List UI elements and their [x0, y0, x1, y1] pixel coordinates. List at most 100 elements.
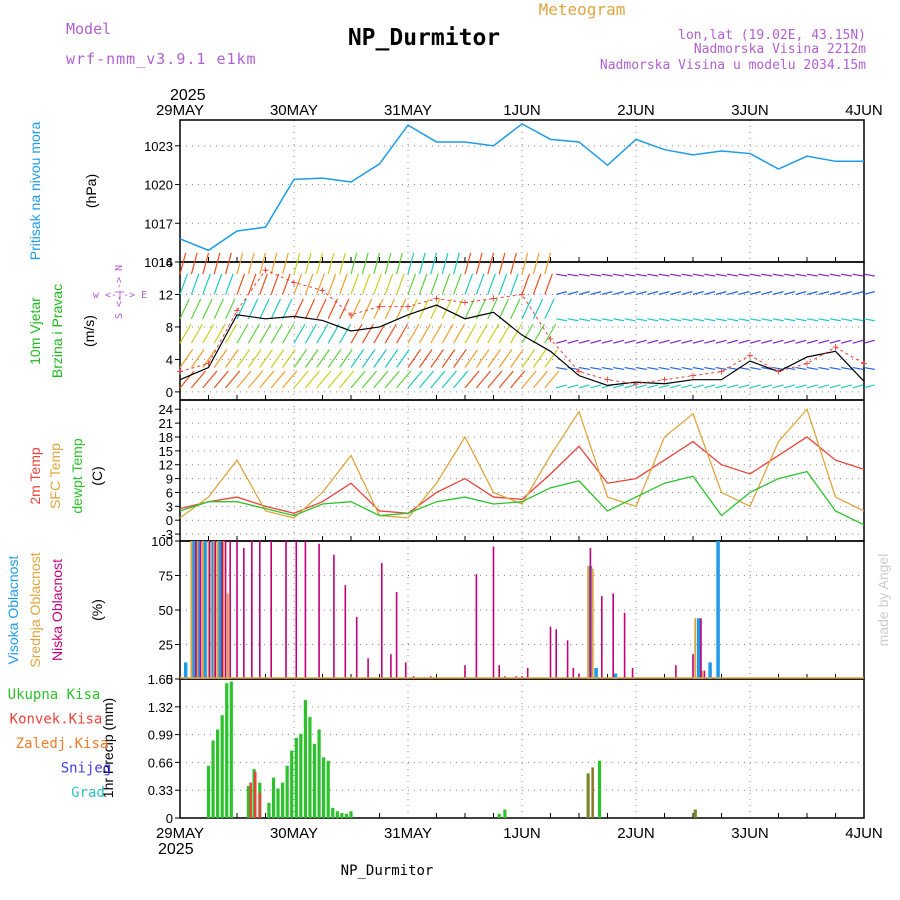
compass-label-v: S <-|-> N [114, 265, 125, 319]
year-bottom: 2025 [158, 841, 194, 858]
wind-arrow [384, 298, 396, 320]
wind-arrow [556, 318, 568, 322]
wind-arrow [556, 273, 568, 277]
cloud-bar [716, 541, 720, 679]
wind-arrow [704, 318, 716, 322]
wind-arrow [396, 370, 412, 389]
wind-arrow [441, 349, 456, 368]
precip-bar [693, 809, 697, 818]
wind-arrow [487, 252, 495, 275]
cloud-bar [190, 541, 193, 679]
wind-arrow [635, 384, 647, 389]
wind-arrow [613, 318, 625, 322]
cloud-bar [696, 618, 701, 679]
precip-bar [206, 765, 211, 818]
wind-arrow [247, 298, 259, 320]
wind-arrow [270, 273, 280, 295]
precip-bar [216, 729, 220, 818]
wind-arrow [259, 252, 267, 275]
wind-arrow [521, 370, 537, 389]
wind-arrow [213, 349, 228, 368]
wind-arrow [282, 298, 293, 320]
cloud-bar [612, 593, 614, 679]
cloud-bar [236, 541, 238, 679]
wind-gust-point: + [404, 300, 411, 314]
wind-gust-point: + [319, 283, 326, 297]
wind-arrow [772, 384, 784, 389]
cloud-bar [214, 541, 217, 679]
wind-arrow [670, 384, 681, 389]
precip-bar [586, 774, 590, 818]
ytick-label: 0.33 [148, 783, 173, 798]
wind-arrow [863, 366, 875, 371]
wind-arrow [590, 291, 602, 296]
cloud-bar [631, 667, 634, 679]
wind-gust-point: + [661, 373, 668, 387]
wind-arrow [350, 349, 365, 368]
wind-arrow [373, 273, 382, 295]
cloud-bar [578, 673, 580, 679]
temperature-line-1 [179, 407, 865, 519]
wind-arrow [624, 384, 636, 389]
wind-arrow [475, 273, 485, 295]
wind-arrow [453, 323, 466, 344]
wind-arrow [624, 291, 636, 296]
wind-arrow [418, 273, 428, 295]
cloud-bar [526, 667, 529, 679]
precip-legend-4: Grad [71, 785, 105, 801]
precip-legend-1: Konvek.Kisa [10, 712, 103, 728]
wind-axis-label-2: Brzina i Pravac [49, 284, 65, 378]
wind-arrow [510, 252, 517, 275]
wind-arrow [487, 370, 503, 389]
wind-arrow [464, 349, 479, 368]
wind-arrow [441, 252, 449, 275]
precip-bar [312, 743, 317, 818]
sfc-temp-axis-label: SFC Temp [47, 443, 63, 509]
wind-arrow [430, 370, 446, 389]
wind-gust-point: + [832, 340, 839, 354]
cloud-bar [694, 618, 697, 679]
wind-arrow [487, 273, 496, 295]
wind-arrow [441, 298, 453, 320]
wind-arrow [190, 349, 205, 368]
wind-arrow [396, 298, 407, 320]
wind-arrow [601, 318, 613, 322]
wind-arrow [647, 318, 659, 322]
wind-arrow [304, 252, 312, 275]
precip-bar [591, 767, 594, 818]
wind-arrow [670, 366, 682, 371]
wind-arrow [784, 318, 796, 322]
wind-arrow [772, 273, 784, 277]
wind-arrow [407, 323, 420, 344]
cloud-bar [555, 629, 557, 679]
cloud-bar [199, 541, 202, 679]
wind-arrow [339, 370, 355, 389]
wind-arrow [829, 339, 841, 344]
wind-arrow [510, 370, 526, 389]
precip-bar [349, 811, 353, 818]
ytick-label: 6 [166, 485, 173, 500]
wind-arrow [727, 384, 738, 389]
pressure-line [179, 122, 864, 252]
precip-bar [253, 771, 257, 818]
wind-arrow [487, 298, 498, 320]
precip-bar [303, 700, 307, 818]
wind-arrow [521, 273, 531, 295]
ytick-label: 1.32 [148, 700, 173, 715]
wind-arrow [727, 291, 738, 296]
wind-arrow [806, 366, 818, 371]
ytick-label: 9 [166, 472, 173, 487]
wind-arrow [818, 384, 830, 389]
wind-arrow [510, 298, 521, 320]
wind-arrow [567, 384, 579, 389]
wind-arrow [361, 298, 373, 320]
cloud-bar [333, 554, 335, 679]
wind-arrow [806, 384, 818, 389]
xtick-top-label: 30MAY [270, 102, 318, 119]
cloud-bar [208, 541, 211, 679]
wind-arrow [692, 366, 704, 371]
credit-label: made by Angel [875, 554, 891, 647]
wind-arrow [567, 273, 579, 277]
wind-arrow [475, 349, 490, 368]
wind-arrow [498, 370, 514, 389]
